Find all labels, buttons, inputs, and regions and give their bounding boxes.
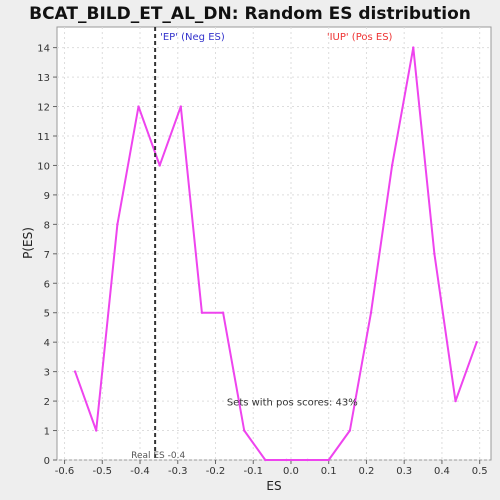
y-tick-label: 1	[44, 427, 50, 438]
x-tick-label: 0.0	[283, 466, 299, 477]
y-tick-label: 9	[44, 191, 50, 202]
real-es-label: Real ES -0.4	[131, 451, 185, 461]
x-tick-label: -0.3	[168, 466, 188, 477]
y-tick-label: 4	[44, 338, 50, 349]
data-point	[306, 458, 309, 462]
grid-lines	[57, 27, 491, 461]
y-tick-label: 12	[37, 103, 50, 114]
data-point	[390, 164, 394, 167]
y-tick-label: 7	[44, 250, 50, 261]
x-tick-label: -0.1	[243, 466, 263, 477]
y-axis-label: P(ES)	[21, 227, 35, 259]
x-tick-label: -0.6	[55, 466, 75, 477]
y-tick-label: 11	[37, 132, 50, 143]
data-point	[348, 429, 352, 432]
pos-es-label: 'IUP' (Pos ES)	[327, 32, 393, 43]
data-point	[327, 458, 330, 462]
x-tick-label: 0.3	[396, 466, 412, 477]
es-distribution-line	[74, 46, 478, 461]
y-tick-label: 0	[44, 456, 50, 467]
data-point	[412, 46, 415, 49]
data-point	[116, 223, 119, 226]
annotations: 'EP' (Neg ES) 'IUP' (Pos ES) Real ES -0.4 S…	[131, 27, 393, 461]
x-tick-label: -0.2	[206, 466, 226, 477]
y-tick-label: 8	[44, 220, 50, 231]
y-tick-label: 10	[37, 161, 50, 172]
y-tick-label: 6	[44, 279, 50, 290]
data-point	[433, 252, 436, 256]
data-point	[264, 458, 267, 462]
series-layer	[73, 46, 478, 462]
data-point	[137, 105, 140, 108]
data-point	[158, 164, 161, 167]
x-tick-label: 0.4	[434, 466, 450, 477]
x-tick-label: -0.4	[130, 466, 150, 477]
y-tick-label: 3	[44, 368, 50, 379]
data-point	[200, 311, 204, 314]
x-tick-label: 0.2	[359, 466, 375, 477]
data-point	[475, 340, 478, 344]
plot-area	[56, 26, 492, 461]
data-point	[454, 399, 457, 403]
y-tick-label: 13	[37, 73, 50, 84]
data-point	[285, 458, 288, 462]
x-tick-label: -0.5	[93, 466, 113, 477]
data-point	[242, 429, 246, 432]
data-point	[73, 370, 77, 373]
data-point	[95, 429, 98, 432]
data-point	[369, 311, 373, 314]
chart-title: BCAT_BILD_ET_AL_DN: Random ES distributi…	[29, 4, 471, 24]
y-tick-label: 14	[37, 44, 50, 55]
x-axis-label: ES	[266, 479, 281, 493]
data-point	[221, 311, 225, 314]
neg-es-label: 'EP' (Neg ES)	[160, 32, 225, 43]
x-tick-label: 0.5	[472, 466, 488, 477]
x-tick-label: 0.1	[321, 466, 337, 477]
y-tick-label: 2	[44, 397, 50, 408]
pos-scores-label: Sets with pos scores: 43%	[227, 398, 358, 409]
y-tick-label: 5	[44, 309, 50, 320]
data-point	[179, 105, 182, 108]
